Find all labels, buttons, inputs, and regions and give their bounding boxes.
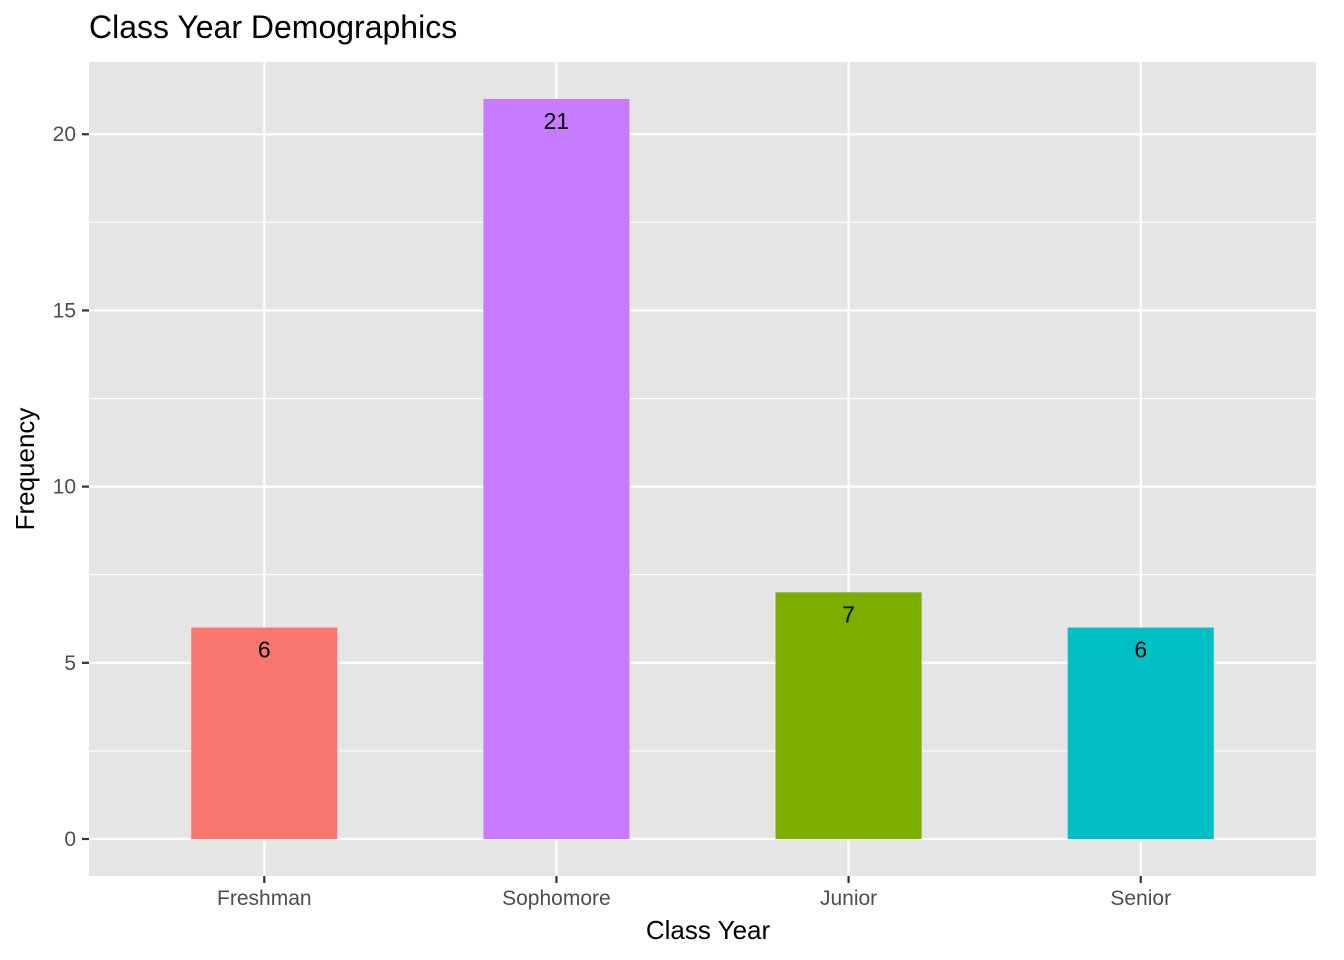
bar-senior [1067, 627, 1214, 839]
y-tick-label: 15 [53, 299, 76, 322]
x-axis: Freshman Sophomore Junior Senior [217, 876, 1171, 910]
y-axis: 0 5 10 15 20 [53, 123, 89, 851]
y-axis-title: Frequency [10, 408, 40, 531]
y-tick-label: 5 [64, 652, 76, 675]
x-tick-label: Senior [1110, 887, 1171, 910]
y-tick-label: 0 [64, 828, 76, 851]
bar-junior [775, 592, 922, 839]
x-tick-label: Junior [820, 887, 877, 910]
x-tick-label: Freshman [217, 887, 312, 910]
data-label-sophomore: 21 [544, 108, 570, 134]
bar-sophomore [483, 99, 630, 839]
x-axis-title: Class Year [646, 915, 771, 945]
x-tick-label: Sophomore [502, 887, 611, 910]
data-label-junior: 7 [842, 601, 855, 627]
y-tick-label: 20 [53, 123, 76, 146]
bar-freshman [191, 627, 338, 839]
bars [191, 99, 1214, 839]
y-tick-label: 10 [53, 476, 76, 499]
data-label-freshman: 6 [258, 637, 271, 663]
chart-title: Class Year Demographics [89, 9, 457, 45]
data-labels: 6 21 7 6 [258, 108, 1147, 663]
data-label-senior: 6 [1134, 637, 1147, 663]
